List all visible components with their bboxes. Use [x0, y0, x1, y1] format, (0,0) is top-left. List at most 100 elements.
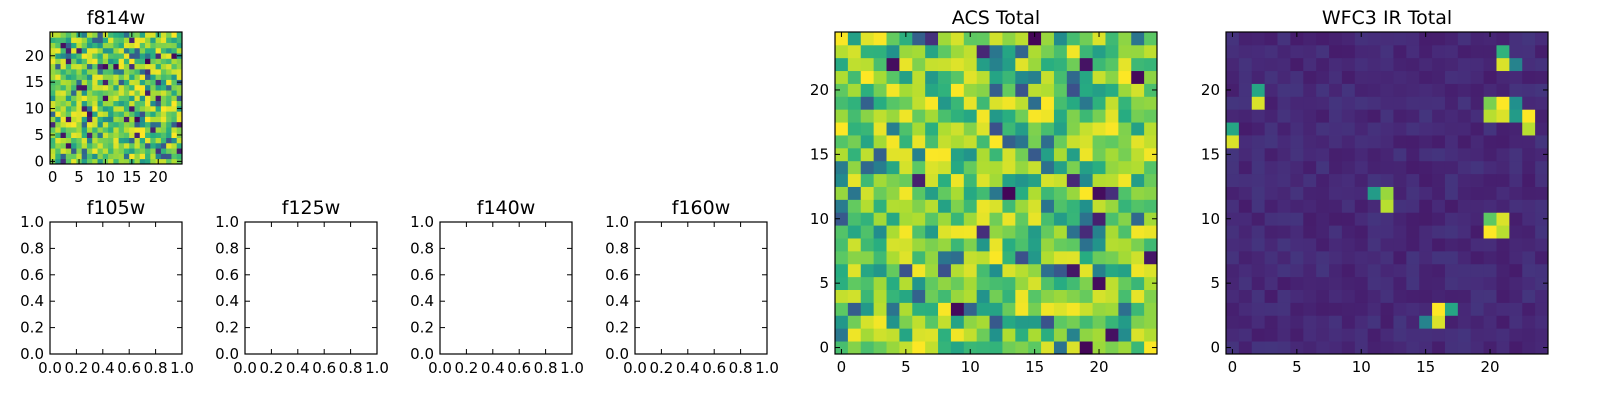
f814w-cell: [113, 105, 120, 112]
f814w-cell: [86, 153, 93, 160]
f814w-cell: [86, 121, 93, 128]
f105w-ytick-label: 0.0: [20, 345, 44, 363]
wfc3_ir_total-cell: [1419, 160, 1433, 175]
acs_total-cell: [835, 44, 849, 59]
wfc3_ir_total-cell: [1509, 212, 1523, 226]
wfc3_ir_total-cell: [1303, 341, 1317, 355]
wfc3_ir_total-cell: [1470, 173, 1484, 187]
f814w-cell: [134, 105, 141, 112]
f814w-cell: [76, 153, 83, 160]
acs_total-cell: [976, 212, 990, 226]
wfc3_ir_total-cell: [1264, 122, 1278, 136]
wfc3_ir_total-cell: [1238, 263, 1253, 278]
f814w-cell: [55, 90, 61, 96]
f814w-cell: [108, 127, 114, 133]
wfc3_ir_total-cell: [1316, 250, 1330, 265]
wfc3_ir_total-cell: [1329, 250, 1343, 265]
acs_total-cell: [1118, 199, 1132, 213]
wfc3_ir_total-cell: [1483, 70, 1497, 84]
f814w-cell: [55, 100, 61, 107]
acs_total-cell: [1118, 135, 1132, 149]
wfc3_ir_total-cell: [1251, 250, 1266, 265]
f814w-cell: [92, 74, 98, 80]
wfc3_ir_total-cell: [1264, 70, 1278, 84]
f814w-cell: [81, 58, 88, 65]
f814w-cell: [129, 132, 135, 138]
f814w-cell: [108, 142, 114, 149]
f814w-cell: [71, 53, 77, 59]
f814w-cell: [65, 58, 72, 65]
wfc3_ir_total-cell: [1419, 135, 1433, 149]
acs_total-cell: [1041, 302, 1055, 316]
f814w-cell: [139, 68, 146, 75]
wfc3_ir_total-cell: [1251, 109, 1266, 123]
f814w-ytick-label: 10: [25, 100, 44, 118]
f814w-cell: [108, 148, 114, 154]
acs_total-cell: [976, 315, 990, 329]
wfc3_ir_total-cell: [1329, 263, 1343, 278]
acs_total-cell: [1015, 32, 1029, 46]
f814w-cell: [145, 42, 151, 49]
acs_total-cell: [1053, 83, 1068, 97]
wfc3_ir_total-cell: [1535, 302, 1549, 316]
wfc3_ir_total-cell: [1238, 225, 1253, 239]
acs_total-cell: [1002, 135, 1016, 149]
f814w-cell: [166, 95, 172, 102]
f105w-xtick-label: 1.0: [170, 359, 194, 377]
acs_total-cell: [1118, 302, 1132, 316]
acs_total-cell: [886, 302, 900, 316]
f814w-cell: [97, 95, 104, 102]
acs_total-cell: [1015, 160, 1029, 175]
f814w-cell: [81, 153, 88, 160]
f814w-cell: [118, 148, 125, 154]
f814w-cell: [150, 37, 156, 43]
wfc3_ir_total-cell: [1380, 315, 1394, 329]
acs_total-cell: [873, 199, 887, 213]
acs_total-cell: [1066, 315, 1081, 329]
acs_total-cell: [989, 199, 1003, 213]
f814w-cell: [166, 142, 172, 149]
f814w-cell: [76, 137, 83, 144]
acs_total-cell: [860, 212, 875, 226]
acs_total-cell: [835, 96, 849, 110]
acs_total-cell: [938, 109, 952, 123]
f814w-cell: [150, 53, 156, 59]
f814w-title: f814w: [87, 7, 146, 29]
wfc3_ir_total-cell: [1277, 96, 1291, 110]
wfc3_ir_total-cell: [1341, 212, 1356, 226]
acs_total-cell: [1079, 135, 1093, 149]
acs_total-cell: [1002, 238, 1016, 252]
acs_total-cell: [1105, 135, 1119, 149]
f814w-cell: [150, 68, 156, 75]
f814w-cell: [60, 116, 67, 123]
acs_total-cell: [1079, 70, 1093, 84]
acs_total-cell: [1002, 263, 1016, 278]
f814w-cell: [102, 148, 109, 154]
acs_total-cell: [835, 263, 849, 278]
f814w-cell: [166, 47, 172, 54]
wfc3_ir_total-cell: [1226, 302, 1240, 316]
f814w-cell: [55, 47, 61, 54]
acs_total-cell: [1053, 315, 1068, 329]
acs_total-cell: [873, 109, 887, 123]
f814w-cell: [60, 158, 67, 165]
f814w-cell: [102, 42, 109, 49]
acs_total-cell: [1002, 109, 1016, 123]
f814w-cell: [145, 100, 151, 107]
acs_total-cell: [873, 44, 887, 59]
acs_total-cell: [835, 276, 849, 290]
f125w-xtick-label: 1.0: [365, 359, 389, 377]
f814w-cell: [92, 53, 98, 59]
wfc3_ir_total-cell: [1354, 32, 1369, 46]
f814w-cell: [65, 105, 72, 112]
f814w-cell: [166, 90, 172, 96]
f814w-cell: [50, 142, 56, 149]
wfc3_ir_total-cell: [1522, 302, 1536, 316]
acs_total-cell: [860, 96, 875, 110]
f814w-cell: [166, 121, 172, 128]
acs_total-cell: [1015, 186, 1029, 200]
acs_total-cell: [1131, 289, 1145, 303]
f814w-cell: [123, 111, 130, 117]
acs_total-cell: [963, 263, 978, 278]
f814w-cell: [139, 84, 146, 91]
